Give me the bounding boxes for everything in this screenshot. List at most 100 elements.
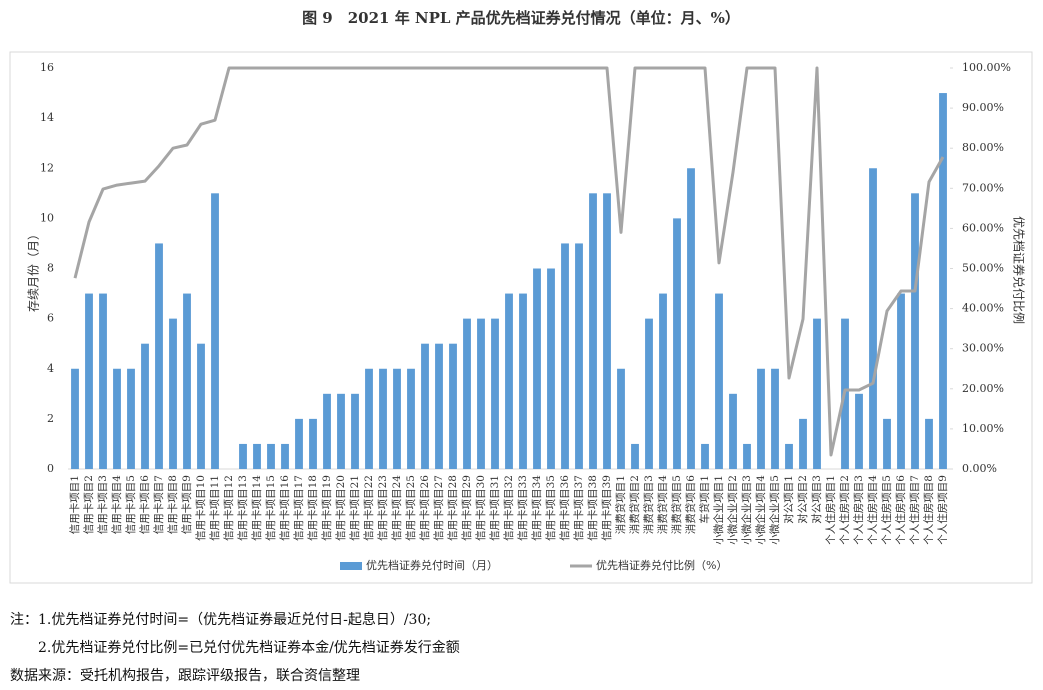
y2-tick-label: 70.00% bbox=[962, 181, 1004, 194]
y2-axis-title: 优先档证券兑付比例 bbox=[1012, 216, 1027, 324]
x-tick-label: 信用卡项目34 bbox=[530, 475, 543, 541]
x-tick-label: 信用卡项目1 bbox=[68, 475, 81, 534]
x-tick-label: 对公项目3 bbox=[810, 475, 823, 524]
bar bbox=[477, 318, 485, 469]
x-tick-label: 信用卡项目28 bbox=[446, 475, 459, 541]
x-tick-label: 信用卡项目8 bbox=[166, 475, 179, 534]
x-tick-label: 信用卡项目11 bbox=[208, 475, 221, 541]
bar bbox=[141, 343, 149, 469]
bar bbox=[379, 368, 387, 469]
x-tick-label: 信用卡项目29 bbox=[460, 475, 473, 541]
x-tick-label: 信用卡项目2 bbox=[82, 475, 95, 534]
bar bbox=[281, 443, 289, 469]
x-tick-label: 信用卡项目22 bbox=[362, 475, 375, 541]
bar bbox=[85, 293, 93, 469]
x-tick-label: 小微企业项目3 bbox=[740, 475, 753, 545]
chart-title: 图 9 2021 年 NPL 产品优先档证券兑付情况（单位：月、%） bbox=[302, 9, 740, 27]
x-tick-label: 消费贷项目3 bbox=[642, 475, 655, 534]
x-tick-label: 信用卡项目39 bbox=[600, 475, 613, 541]
chart: 图 9 2021 年 NPL 产品优先档证券兑付情况（单位：月、%） 存续月份（… bbox=[9, 9, 1033, 584]
bar bbox=[505, 293, 513, 469]
bar bbox=[631, 443, 639, 469]
x-tick-label: 信用卡项目25 bbox=[404, 475, 417, 541]
bar bbox=[239, 443, 247, 469]
bar bbox=[939, 93, 947, 469]
x-tick-label: 小微企业项目2 bbox=[726, 475, 739, 545]
bar bbox=[155, 243, 163, 469]
y2-tick-label: 40.00% bbox=[962, 302, 1004, 315]
x-tick-label: 信用卡项目38 bbox=[586, 475, 599, 541]
bar bbox=[309, 418, 317, 469]
y-tick-label: 8 bbox=[47, 262, 54, 275]
x-tick-label: 信用卡项目36 bbox=[558, 475, 571, 541]
x-tick-label: 信用卡项目3 bbox=[96, 475, 109, 534]
x-tick-label: 小微企业项目1 bbox=[712, 475, 725, 545]
bar bbox=[743, 443, 751, 469]
y-tick-label: 14 bbox=[40, 111, 54, 124]
bar bbox=[813, 318, 821, 469]
bar bbox=[407, 368, 415, 469]
x-tick-label: 信用卡项目5 bbox=[124, 475, 137, 534]
x-tick-label: 信用卡项目9 bbox=[180, 475, 193, 534]
bar bbox=[645, 318, 653, 469]
x-tick-label: 信用卡项目26 bbox=[418, 475, 431, 541]
bar bbox=[561, 243, 569, 469]
bar bbox=[197, 343, 205, 469]
chart-frame bbox=[9, 51, 1033, 584]
bar bbox=[169, 318, 177, 469]
x-tick-label: 个人住房项目4 bbox=[866, 475, 879, 545]
bar bbox=[71, 368, 79, 469]
y-tick-label: 16 bbox=[40, 61, 54, 74]
line bbox=[73, 66, 945, 457]
x-tick-label: 信用卡项目31 bbox=[488, 475, 501, 541]
x-tick-label: 信用卡项目37 bbox=[572, 475, 585, 541]
bar bbox=[925, 418, 933, 469]
x-tick-label: 信用卡项目10 bbox=[194, 475, 207, 541]
bar bbox=[757, 368, 765, 469]
bar bbox=[799, 418, 807, 469]
x-tick-label: 小微企业项目5 bbox=[768, 475, 781, 545]
x-tick-label: 消费贷项目4 bbox=[656, 475, 669, 534]
bar bbox=[701, 443, 709, 469]
y-axis-title: 存续月份（月） bbox=[27, 228, 41, 312]
bar bbox=[253, 443, 261, 469]
bar bbox=[785, 443, 793, 469]
bar bbox=[127, 368, 135, 469]
x-tick-label: 消费贷项目5 bbox=[670, 475, 683, 534]
bar bbox=[855, 393, 863, 469]
bar bbox=[659, 293, 667, 469]
y-tick-label: 4 bbox=[47, 362, 54, 375]
bar bbox=[729, 393, 737, 469]
x-tick-label: 信用卡项目33 bbox=[516, 475, 529, 541]
y-tick-label: 10 bbox=[40, 211, 54, 224]
bar bbox=[575, 243, 583, 469]
bar bbox=[393, 368, 401, 469]
x-tick-label: 信用卡项目19 bbox=[320, 475, 333, 541]
y2-tick-label: 60.00% bbox=[962, 221, 1004, 234]
x-tick-label: 信用卡项目7 bbox=[152, 475, 165, 534]
x-tick-label: 消费贷项目1 bbox=[614, 475, 627, 534]
y-tick-label: 12 bbox=[40, 161, 54, 174]
x-tick-label: 小微企业项目4 bbox=[754, 475, 767, 545]
bar bbox=[617, 368, 625, 469]
bar bbox=[337, 393, 345, 469]
x-tick-label: 对公项目2 bbox=[796, 475, 809, 524]
bar bbox=[491, 318, 499, 469]
y-tick-label: 2 bbox=[47, 412, 54, 425]
x-tick-label: 信用卡项目17 bbox=[292, 475, 305, 541]
bar bbox=[715, 293, 723, 469]
x-tick-label: 信用卡项目4 bbox=[110, 475, 123, 534]
x-tick-label: 车贷项目1 bbox=[698, 475, 711, 524]
legend-swatch bbox=[340, 562, 362, 570]
x-tick-label: 信用卡项目35 bbox=[544, 475, 557, 541]
note: 注：1.优先档证券兑付时间=（优先档证券最近兑付日-起息日）/30; bbox=[10, 612, 432, 628]
x-tick-label: 个人住房项目1 bbox=[824, 475, 837, 545]
x-tick-label: 个人住房项目7 bbox=[908, 475, 921, 545]
bar bbox=[113, 368, 121, 469]
bar bbox=[673, 218, 681, 469]
bar bbox=[449, 343, 457, 469]
legend-label: 优先档证券兑付时间（月） bbox=[366, 558, 498, 572]
x-tick-label: 信用卡项目30 bbox=[474, 475, 487, 541]
bar bbox=[869, 168, 877, 469]
